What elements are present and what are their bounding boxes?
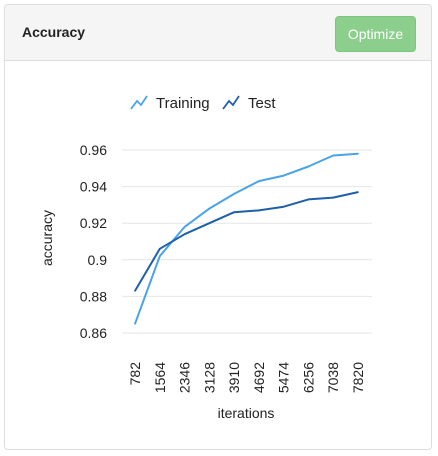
optimize-button[interactable]: Optimize <box>335 16 416 52</box>
x-tick-label: 1564 <box>152 362 168 393</box>
data-point <box>258 180 260 182</box>
data-point <box>134 323 136 325</box>
y-tick-label: 0.96 <box>80 142 107 158</box>
y-tick-label: 0.94 <box>80 179 107 195</box>
data-point <box>233 211 235 214</box>
chart-series <box>134 152 359 325</box>
x-tick-label: 7820 <box>350 362 366 393</box>
legend-label-training: Training <box>156 95 210 112</box>
y-tick-label: 0.92 <box>80 215 107 231</box>
data-point <box>134 290 136 292</box>
data-point <box>183 233 186 235</box>
series-line-training <box>134 152 359 325</box>
legend-item-test[interactable]: Test <box>222 95 276 112</box>
x-axis-ticks: 782 1564 2346 3128 3910 4692 5474 6256 7038 7820 <box>127 362 366 393</box>
data-point <box>233 193 235 195</box>
x-axis-label: iterations <box>218 405 275 421</box>
data-point <box>183 226 186 228</box>
y-axis-label: accuracy <box>39 210 55 266</box>
series-line-test <box>134 191 359 292</box>
y-tick-label: 0.88 <box>80 288 107 304</box>
data-point <box>258 209 260 212</box>
data-point <box>307 198 310 201</box>
x-tick-label: 6256 <box>300 362 316 393</box>
y-axis-ticks: 0.86 0.88 0.9 0.92 0.94 0.96 <box>80 142 107 341</box>
x-tick-label: 3910 <box>226 362 242 393</box>
x-tick-label: 7038 <box>325 362 341 393</box>
data-point <box>332 196 335 199</box>
data-point <box>282 174 285 177</box>
data-point <box>208 222 211 224</box>
line-chart-icon <box>222 95 240 110</box>
x-tick-label: 2346 <box>177 362 193 393</box>
data-point <box>158 255 161 257</box>
x-tick-label: 3128 <box>201 362 217 393</box>
y-tick-label: 0.86 <box>80 325 107 341</box>
legend-item-training[interactable]: Training <box>130 95 210 112</box>
panel-title: Accuracy <box>22 24 86 40</box>
line-chart-icon <box>130 95 148 110</box>
y-tick-label: 0.9 <box>88 252 108 268</box>
data-point <box>158 248 161 250</box>
data-point <box>282 205 285 208</box>
data-point <box>357 152 359 155</box>
chart-grid <box>122 149 372 334</box>
x-tick-label: 782 <box>127 362 143 386</box>
x-tick-label: 4692 <box>251 362 267 393</box>
legend: Training Test <box>130 95 276 112</box>
data-point <box>307 165 310 168</box>
data-point <box>332 154 335 157</box>
panel-header: Accuracy Optimize <box>5 5 431 61</box>
data-point <box>208 207 211 210</box>
x-tick-label: 5474 <box>276 362 292 393</box>
legend-label-test: Test <box>248 95 276 112</box>
data-point <box>357 191 359 193</box>
accuracy-panel: Accuracy Optimize <box>4 4 432 450</box>
